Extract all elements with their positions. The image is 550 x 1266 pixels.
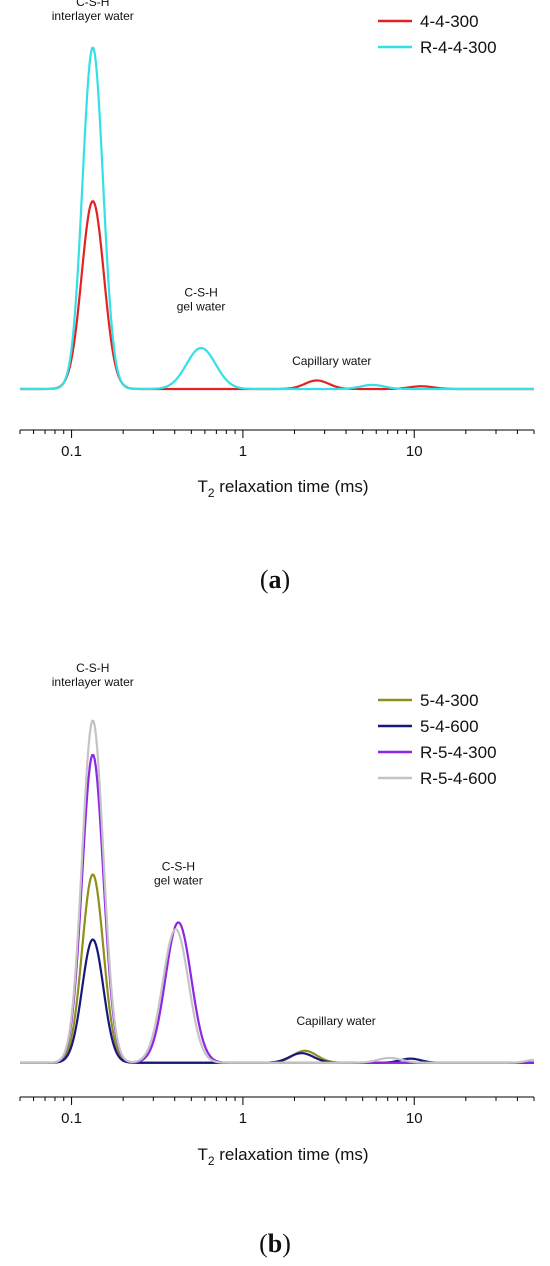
- x-axis-title: T2 relaxation time (ms): [197, 477, 368, 500]
- series-line-4-4-300: [20, 200, 534, 391]
- legend: 5-4-300 5-4-600 R-5-4-300 R-5-4-600: [378, 691, 497, 788]
- annotation-label: C-S-H gel water: [177, 285, 226, 313]
- series-line-R-5-4-600: [20, 719, 535, 1064]
- x-axis-title: T2 relaxation time (ms): [197, 1145, 368, 1168]
- series-line-R-4-4-300: [20, 46, 534, 391]
- annotation-label: Capillary water: [296, 1014, 375, 1028]
- annotation-label: C-S-H interlayer water: [52, 0, 134, 23]
- legend-label: R-5-4-600: [420, 769, 497, 788]
- x-tick-label: 0.1: [61, 443, 82, 460]
- legend-label: 5-4-300: [420, 691, 479, 710]
- panel-label: (b): [259, 1229, 291, 1258]
- series-line-R-5-4-300: [20, 753, 534, 1064]
- panel-label: (a): [260, 565, 290, 594]
- x-tick-label: 10: [406, 1110, 423, 1127]
- x-tick-label: 1: [239, 443, 247, 460]
- annotation-label: Capillary water: [292, 354, 371, 368]
- x-tick-label: 0.1: [61, 1110, 82, 1127]
- panel-a: 0.1 1 10 T2 relaxation time (ms) C-S-H interl…: [19, 0, 535, 594]
- series-line-5-4-600: [20, 938, 534, 1064]
- legend-label: 4-4-300: [420, 12, 479, 31]
- series-line-5-4-300: [20, 873, 534, 1064]
- x-tick-label: 1: [239, 1110, 247, 1127]
- legend: 4-4-300 R-4-4-300: [378, 12, 497, 57]
- legend-label: R-5-4-300: [420, 743, 497, 762]
- x-tick-label: 10: [406, 443, 423, 460]
- legend-label: R-4-4-300: [420, 38, 497, 57]
- panel-b: 0.1 1 10 T2 relaxation time (ms) C-S-H interl…: [19, 661, 535, 1258]
- annotation-label: C-S-H gel water: [154, 860, 203, 888]
- legend-label: 5-4-600: [420, 717, 479, 736]
- annotation-label: C-S-H interlayer water: [52, 661, 134, 689]
